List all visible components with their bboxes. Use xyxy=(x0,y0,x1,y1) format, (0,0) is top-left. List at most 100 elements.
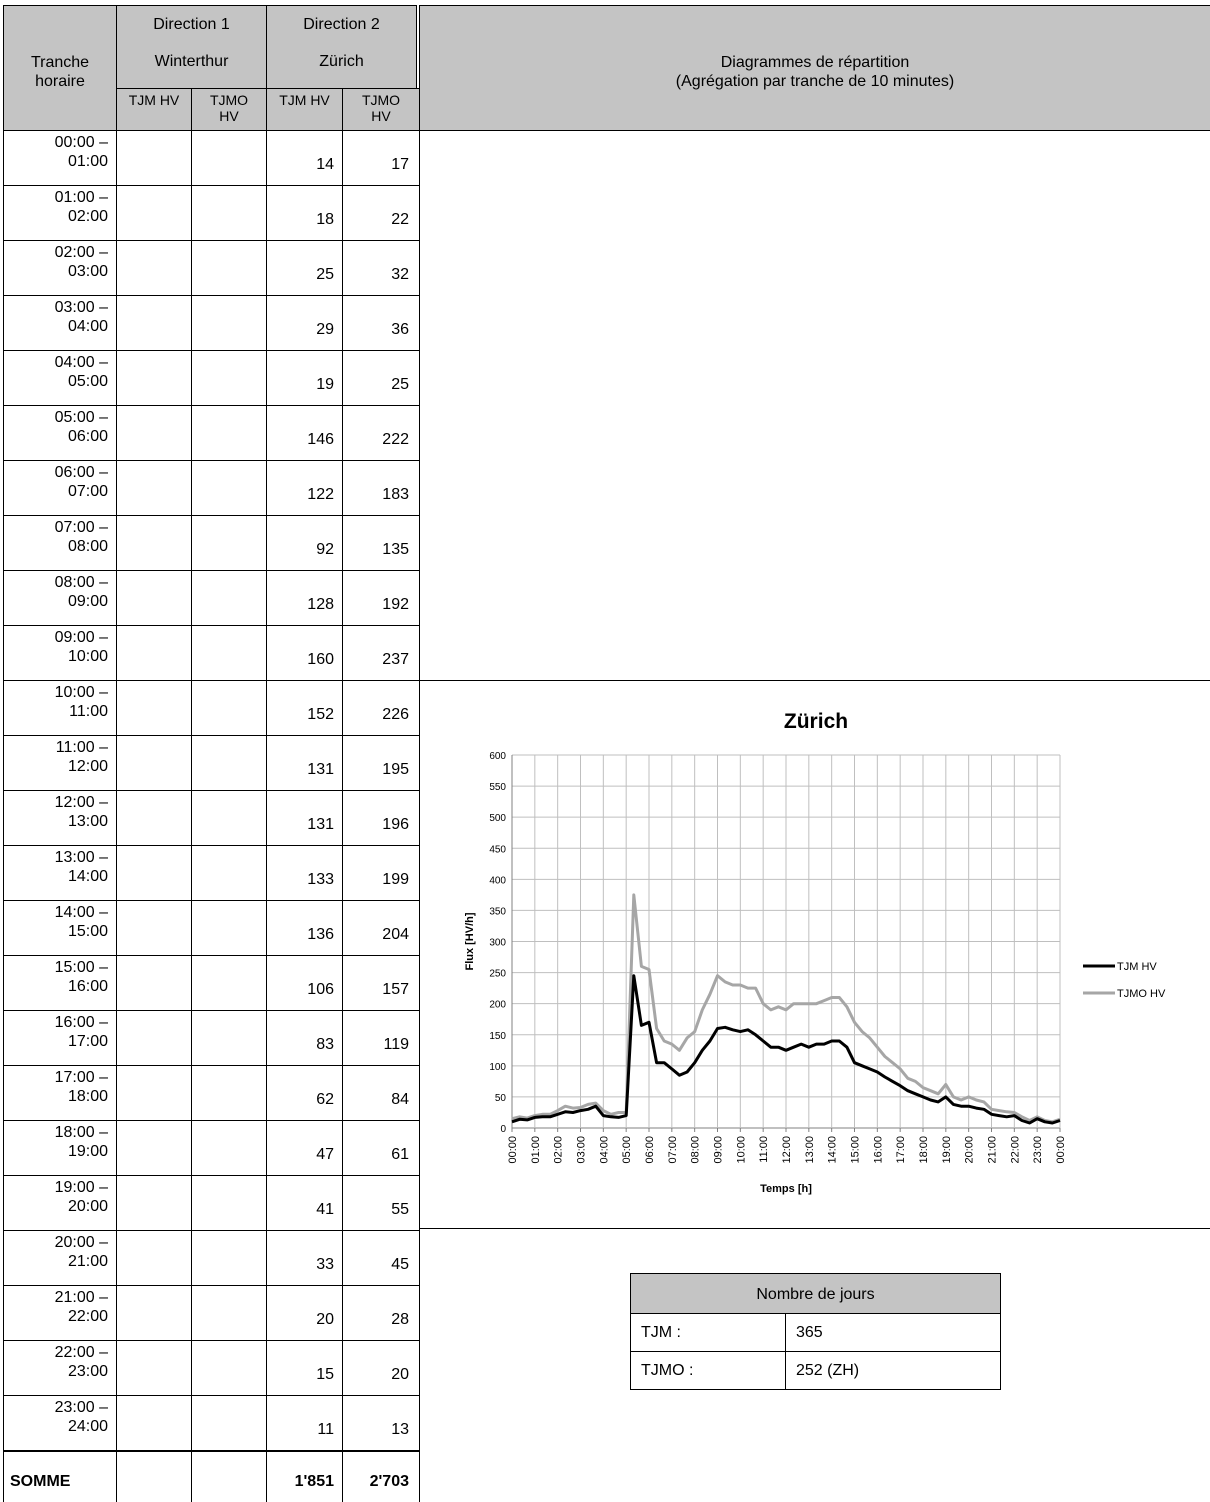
x-tick-label: 18:00 xyxy=(918,1136,930,1164)
time-label: 11:00 – 12:00 xyxy=(55,739,108,775)
y-tick-label: 350 xyxy=(489,906,506,917)
time-label: 22:00 – 23:00 xyxy=(54,1344,108,1380)
header-direction: Direction 2 Zürich xyxy=(266,5,417,89)
y-tick-label: 150 xyxy=(489,1031,506,1042)
empty-cell xyxy=(191,1450,267,1502)
time-label: 23:00 – 24:00 xyxy=(54,1399,108,1435)
legend-label: TJMO HV xyxy=(1117,988,1166,1000)
sum-label: SOMME xyxy=(3,1450,117,1502)
col-label: TJMO HV xyxy=(209,92,249,124)
x-tick-label: 00:00 xyxy=(1055,1136,1067,1164)
time-cell: 20:00 – 21:00 xyxy=(3,1230,117,1286)
x-tick-label: 11:00 xyxy=(758,1136,770,1163)
x-tick-label: 05:00 xyxy=(621,1136,633,1164)
direction-name: Direction 2 xyxy=(303,16,380,33)
time-cell: 22:00 – 23:00 xyxy=(3,1340,117,1396)
header-diagram: Diagrammes de répartition (Agrégation par… xyxy=(419,5,1210,131)
x-tick-label: 09:00 xyxy=(713,1136,725,1164)
x-tick-label: 22:00 xyxy=(1009,1136,1021,1164)
time-label: 04:00 – 05:00 xyxy=(54,354,108,390)
time-label: 14:00 – 15:00 xyxy=(54,904,108,940)
x-tick-label: 00:00 xyxy=(507,1136,519,1164)
y-tick-label: 450 xyxy=(489,844,506,855)
time-label: 08:00 – 09:00 xyxy=(54,574,108,610)
time-label: 21:00 – 22:00 xyxy=(54,1289,108,1325)
time-label: 07:00 – 08:00 xyxy=(54,519,108,555)
x-axis-label: Temps [h] xyxy=(760,1183,812,1195)
x-tick-label: 13:00 xyxy=(804,1136,816,1164)
time-label: 05:00 – 06:00 xyxy=(54,409,108,445)
time-label: 18:00 – 19:00 xyxy=(54,1124,108,1160)
x-tick-label: 15:00 xyxy=(850,1136,862,1164)
y-tick-label: 0 xyxy=(500,1124,506,1135)
y-tick-label: 550 xyxy=(489,782,506,793)
direction-place: Winterthur xyxy=(154,53,229,70)
diagram-title: Diagrammes de répartition xyxy=(720,54,910,71)
header-col: TJMO HV xyxy=(191,88,267,131)
time-cell: 09:00 – 10:00 xyxy=(3,625,117,681)
time-label: 13:00 – 14:00 xyxy=(54,849,108,885)
time-label: 15:00 – 16:00 xyxy=(54,959,108,995)
x-tick-label: 04:00 xyxy=(598,1136,610,1164)
time-label: 16:00 – 17:00 xyxy=(54,1014,108,1050)
y-tick-label: 200 xyxy=(489,1000,506,1011)
x-tick-label: 16:00 xyxy=(872,1136,884,1164)
x-tick-label: 03:00 xyxy=(576,1136,588,1164)
y-tick-label: 400 xyxy=(489,875,506,886)
x-tick-label: 21:00 xyxy=(987,1136,999,1164)
time-cell: 05:00 – 06:00 xyxy=(3,405,117,461)
time-label: 09:00 – 10:00 xyxy=(54,629,108,665)
x-tick-label: 08:00 xyxy=(690,1136,702,1164)
header-tranche: Tranche horaire xyxy=(3,5,117,131)
col-label: TJMO HV xyxy=(361,92,401,124)
x-tick-label: 06:00 xyxy=(644,1136,656,1164)
y-tick-label: 100 xyxy=(489,1062,506,1073)
data-line xyxy=(511,893,1061,1124)
y-tick-label: 50 xyxy=(495,1093,507,1104)
sum-value: 2'703 xyxy=(342,1450,420,1502)
time-label: 02:00 – 03:00 xyxy=(54,244,108,280)
header-col: TJMO HV xyxy=(342,88,420,131)
x-tick-label: 19:00 xyxy=(941,1136,953,1164)
y-tick-label: 500 xyxy=(489,813,506,824)
chart-title: Zürich xyxy=(784,710,848,733)
x-tick-label: 23:00 xyxy=(1032,1136,1044,1164)
time-label: 17:00 – 18:00 xyxy=(54,1069,108,1105)
x-tick-label: 02:00 xyxy=(553,1136,565,1164)
x-tick-label: 17:00 xyxy=(895,1136,907,1164)
time-label: 00:00 – 01:00 xyxy=(54,134,108,170)
section-line xyxy=(419,680,1210,681)
x-tick-label: 10:00 xyxy=(735,1136,747,1164)
diagram-subtitle: (Agrégation par tranche de 10 minutes) xyxy=(675,73,955,90)
time-label: 10:00 – 11:00 xyxy=(54,684,108,720)
sum-value: 1'851 xyxy=(266,1450,343,1502)
y-axis-label: Flux [HV/h] xyxy=(464,912,476,970)
data-line xyxy=(511,974,1061,1125)
time-cell: 02:00 – 03:00 xyxy=(3,240,117,296)
direction-place: Zürich xyxy=(319,53,364,70)
direction-name: Direction 1 xyxy=(153,16,230,33)
y-tick-label: 300 xyxy=(489,938,506,949)
time-cell: 15:00 – 16:00 xyxy=(3,955,117,1011)
col-label: TJM HV xyxy=(128,92,180,108)
empty-cell xyxy=(116,1450,192,1502)
col-label: TJM HV xyxy=(279,92,330,108)
x-tick-label: 14:00 xyxy=(827,1136,839,1164)
y-tick-label: 600 xyxy=(489,751,506,762)
legend-label: TJM HV xyxy=(1117,961,1157,973)
time-label: 19:00 – 20:00 xyxy=(54,1179,108,1215)
time-label: 12:00 – 13:00 xyxy=(54,794,108,830)
x-tick-label: 20:00 xyxy=(964,1136,976,1164)
x-tick-label: 12:00 xyxy=(781,1136,793,1164)
x-tick-label: 07:00 xyxy=(667,1136,679,1164)
time-label: 01:00 – 02:00 xyxy=(54,189,108,225)
header-col: TJM HV xyxy=(116,88,192,131)
section-line xyxy=(419,1228,1210,1229)
time-cell: 13:00 – 14:00 xyxy=(3,845,117,901)
y-tick-label: 250 xyxy=(489,969,506,980)
header-col: TJM HV xyxy=(266,88,343,131)
time-cell: 16:00 – 17:00 xyxy=(3,1010,117,1066)
time-label: 03:00 – 04:00 xyxy=(54,299,108,335)
time-label: 20:00 – 21:00 xyxy=(54,1234,108,1270)
